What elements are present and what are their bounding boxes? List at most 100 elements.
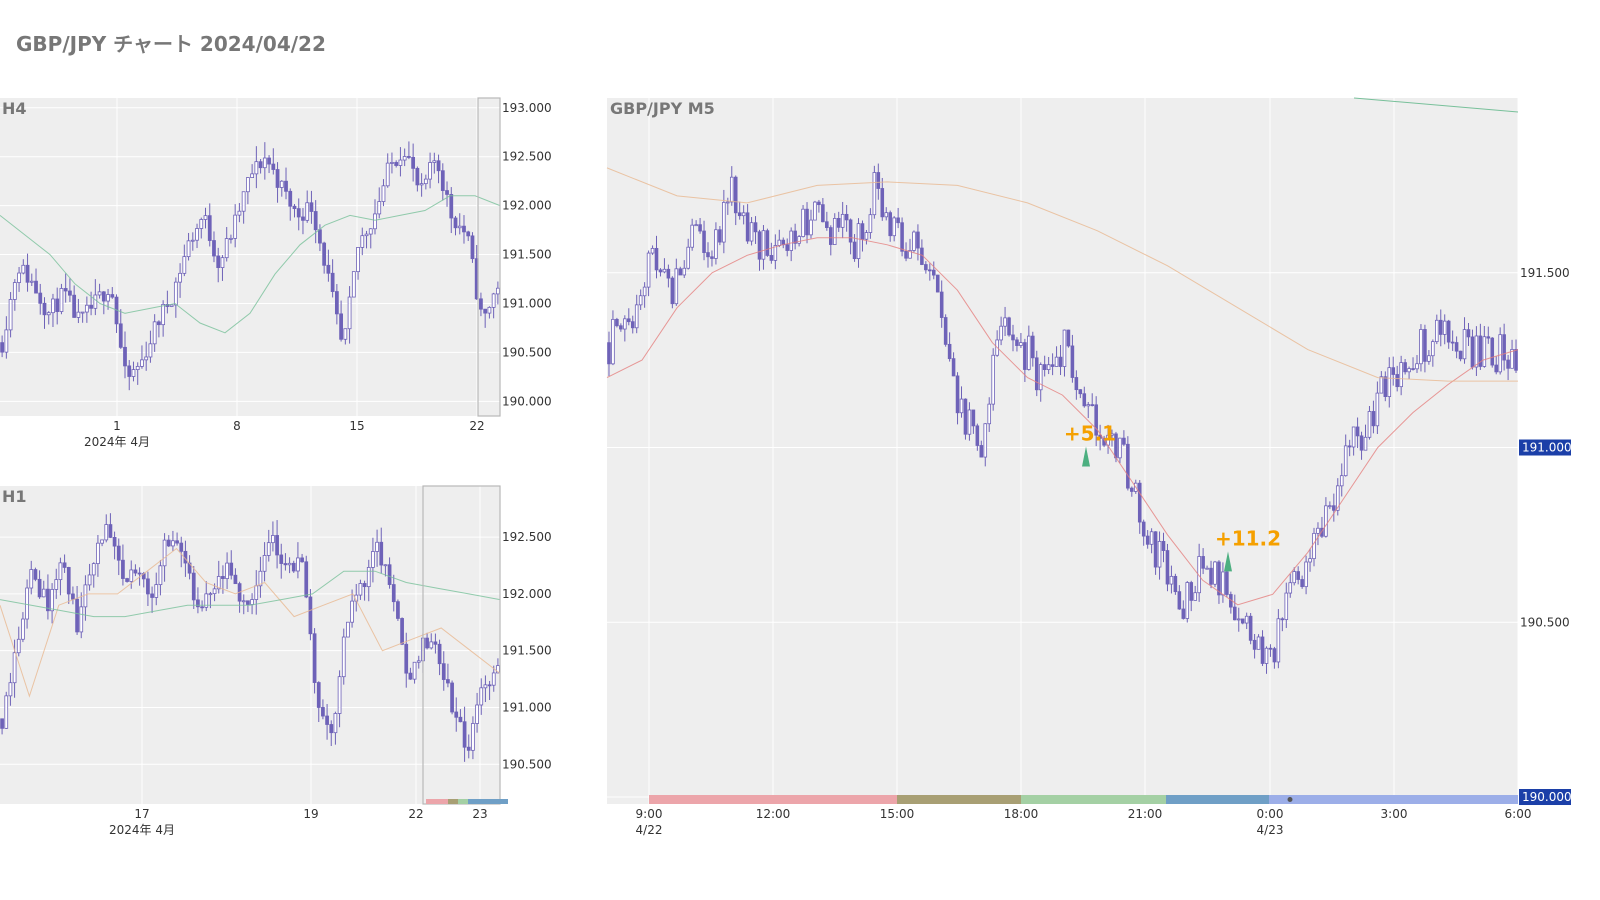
candle-body [1431,341,1435,357]
candle [1494,356,1499,375]
candle [975,423,980,451]
candle [872,165,877,219]
candle [245,177,250,205]
candle-body [840,213,845,228]
y-tick-label: 193.000 [502,101,552,115]
candle [179,536,184,568]
candle-body [813,201,817,221]
price-tag-label: 190.000 [1522,790,1572,804]
candle-body [233,214,238,239]
candle-body [250,173,255,178]
candle-body [638,295,643,306]
candle [419,173,424,197]
candle-body [912,231,916,251]
candle [212,231,216,263]
candle-body [479,298,483,310]
candle-body [308,596,313,635]
candle-body [25,587,29,620]
candle-body [1450,341,1455,344]
candle-body [761,230,766,260]
candle-body [97,291,102,296]
candle-body [182,256,187,274]
candle [195,223,199,249]
candle-body [1343,445,1348,477]
candle [450,680,454,715]
candle [1252,633,1257,659]
candle-body [1201,556,1205,569]
x-tick-label: 12:00 [756,807,791,821]
candle-body [254,161,259,175]
candle [76,298,81,324]
candle-body [821,204,825,223]
candle [97,283,102,299]
candle-body [1371,411,1376,427]
candle-body [121,559,125,579]
candle [495,281,500,305]
candle-body [296,557,300,572]
candle [1450,330,1455,351]
candle [1514,339,1518,374]
candle [1019,332,1023,349]
candle-body [229,562,234,576]
candle-body [17,272,21,283]
candle-body [1470,336,1475,368]
candle-body [1407,368,1411,373]
candle [1126,436,1130,491]
candle [654,235,659,279]
candle [96,534,100,577]
x-tick-label: 9:00 [636,807,663,821]
candle [935,274,940,293]
x-tick-label: 22 [469,419,484,433]
candle [225,552,229,589]
candle-body [407,156,411,158]
candle-body [1110,433,1114,436]
candle-body [1213,561,1217,585]
candle-body [1244,615,1249,624]
candle-body [123,346,127,367]
candle-body [466,231,471,237]
candle-body [1403,362,1407,373]
candle [46,311,51,325]
candle [267,155,271,174]
candle-body [1292,571,1296,584]
x-sublabel: 2024年 4月 [109,823,175,837]
candle [396,599,400,621]
candle [955,372,960,425]
candle-body [360,235,365,248]
candle-body [924,264,928,271]
candle [963,398,968,440]
candle-body [654,247,659,271]
candle-body [437,643,442,665]
candle [173,277,178,318]
candle [262,542,267,582]
candle [1209,560,1213,589]
candle [706,242,710,268]
candle-body [446,679,450,684]
candle [12,279,17,311]
candle [1442,314,1447,345]
candle [339,300,343,342]
candle-body [844,213,849,221]
candle-body [733,176,738,214]
candle-body [718,229,722,243]
candle-body [1415,363,1419,370]
candle [825,211,829,231]
y-tick-label: 190.000 [502,394,552,408]
candle-body [888,212,892,237]
candle [68,278,72,303]
candle [1383,371,1388,402]
candle [991,348,995,411]
panel-label: H4 [2,99,27,118]
candle-body [21,264,26,274]
candle-body [178,272,182,283]
candle [1181,600,1186,620]
candle [416,655,421,669]
candle [178,263,182,298]
candle-body [356,246,360,273]
candle-body [872,172,877,216]
candle-body [682,267,687,276]
candle [171,530,175,552]
ma-mid-line [0,547,501,698]
candle-body [1514,349,1518,371]
candle-body [1379,376,1384,394]
